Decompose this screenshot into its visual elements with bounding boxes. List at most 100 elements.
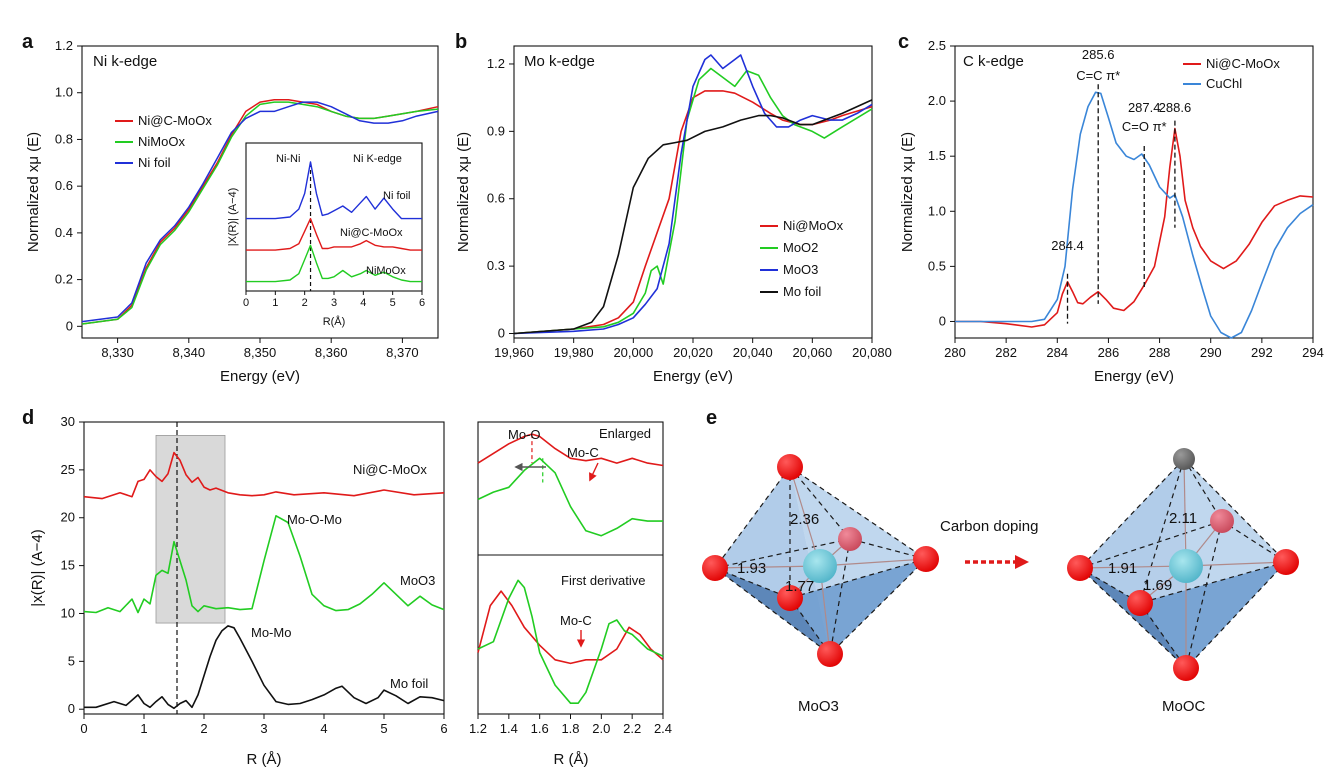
annotation-sublabel-1: C=O π* [1122, 119, 1167, 134]
y-tick-label-4: 2.0 [928, 93, 946, 108]
face-upper-left [715, 467, 790, 598]
x-tick-label-3: 1.8 [561, 721, 579, 736]
x-tick-label-6: 2.4 [654, 721, 672, 736]
series-b [513, 54, 873, 335]
y-tick-label-1: 0.2 [55, 272, 73, 287]
oxygen-atom-right-r [1273, 549, 1299, 575]
octahedron-edges-mooc [1079, 458, 1287, 669]
chart-title-b: Mo k-edge [524, 53, 595, 70]
x-axis-label-d-right: R (Å) [554, 751, 589, 768]
y-tick-label-2: 1.0 [928, 203, 946, 218]
inset-x-tick-label-1: 1 [272, 297, 278, 309]
octahedron-mooc: 2.11 1.91 1.69 [1067, 448, 1299, 681]
axes-a: 8,330 8,340 8,350 8,360 8,370 0 0.2 0.4 0.6 0.8 1.… [55, 38, 419, 360]
x-tick-label-4: 2.0 [592, 721, 610, 736]
x-tick-label-0: 280 [944, 345, 966, 360]
curve-label-mo-o-mo: Mo-O-Mo [287, 512, 342, 527]
series-line-ni-moox [513, 90, 873, 335]
y-tick-label-1: 0.3 [487, 258, 505, 273]
oxygen-atom-left [702, 555, 728, 581]
axes-b: 19,960 19,980 20,000 20,020 20,040 20,060 20,0… [487, 56, 892, 360]
x-tick-label-5: 290 [1200, 345, 1222, 360]
legend-entry-c-1: CuChl [1206, 76, 1242, 91]
series-line-ni-c-moox-derivative [477, 590, 664, 665]
distance-label-mooc-0: 2.11 [1169, 510, 1197, 527]
oxygen-atom-left-r [1067, 555, 1093, 581]
y-tick-label-0: 0 [498, 326, 505, 341]
legend-entry-a-1: NiMoOx [138, 134, 185, 149]
x-tick-label-6: 6 [440, 721, 447, 736]
x-tick-label-2: 1.6 [531, 721, 549, 736]
inset-axes: 0 1 2 3 4 5 6 [243, 163, 425, 309]
curve-label-nicmoox: Ni@C-MoOx [353, 462, 427, 477]
y-tick-label-4: 20 [61, 510, 75, 525]
x-tick-label-2: 20,000 [613, 345, 653, 360]
arrow-mo-c-top [589, 462, 599, 482]
distance-label-moo3-0: 2.36 [790, 511, 819, 528]
series-line-ni-foil [81, 101, 439, 323]
annotation-sublabel-0: C=C π* [1076, 68, 1120, 83]
legend-entry-a-0: Ni@C-MoOx [138, 113, 212, 128]
x-axis-label-d-left: R (Å) [247, 751, 282, 768]
inset-x-tick-label-0: 0 [243, 297, 249, 309]
oxygen-atom-back-r [1210, 509, 1234, 533]
label-mo-c-bottom: Mo-C [560, 613, 592, 628]
y-tick-label-0: 0 [939, 313, 946, 328]
panel-b: b Mo k-edge 19,960 19,980 20,000 20,020 20,0… [455, 31, 892, 385]
carbon-atom-top [1173, 448, 1195, 470]
panel-a: a Ni k-edge 8,330 8,340 8,350 8,360 8,370 0 0.… [22, 31, 439, 385]
y-tick-label-5: 25 [61, 462, 75, 477]
series-line-ni-c-moox [246, 217, 422, 251]
x-tick-label-0: 19,960 [494, 345, 534, 360]
x-axis-label-a: Energy (eV) [220, 368, 300, 385]
distance-label-mooc-1: 1.91 [1108, 560, 1137, 577]
plot-frame-d-right [477, 421, 664, 715]
oxygen-atom-right [913, 546, 939, 572]
y-tick-label-5: 2.5 [928, 38, 946, 53]
series-line-moo3-derivative [477, 579, 664, 705]
curve-label-moo3: MoO3 [400, 573, 435, 588]
panel-label-d: d [22, 407, 34, 429]
distance-label-moo3-1: 1.93 [737, 560, 766, 577]
series-line-nimoox [246, 244, 422, 283]
series-line-moo2 [513, 67, 873, 335]
oxygen-atom-top [777, 454, 803, 480]
oxygen-atom-front [777, 585, 803, 611]
inset-label-nifoil: Ni foil [383, 190, 411, 202]
inset-series [246, 161, 422, 283]
mo-atom [803, 549, 837, 583]
curve-label-mo-mo: Mo-Mo [251, 625, 291, 640]
x-tick-label-3: 8,360 [315, 345, 348, 360]
legend-a: Ni@C-MoOx NiMoOx Ni foil [115, 113, 212, 170]
inset-x-tick-label-4: 4 [360, 297, 366, 309]
distance-label-mooc-2: 1.69 [1143, 577, 1172, 594]
y-axis-label-a: Normalized xμ (E) [25, 132, 42, 252]
y-axis-label-c: Normalized xμ (E) [899, 132, 916, 252]
inset-title: Ni K-edge [353, 153, 402, 165]
panel-c: c C k-edge 280 282 284 286 288 290 292 294 0 0.5 1… [898, 31, 1324, 385]
curve-label-mo-foil: Mo foil [390, 676, 428, 691]
axes-d-left: 0 1 2 3 4 5 6 0 5 10 15 20 25 30 [61, 414, 448, 736]
face-lower-left [715, 568, 830, 654]
face-lower-right-r [1140, 562, 1286, 668]
y-axis-label-b: Normalized xμ (E) [455, 132, 472, 252]
panel-label-c: c [898, 31, 909, 53]
x-tick-label-0: 8,330 [101, 345, 134, 360]
caption-moo3: MoO3 [798, 698, 839, 715]
x-tick-label-1: 1 [140, 721, 147, 736]
label-mo-o: Mo-O [508, 427, 541, 442]
series-line-mo-foil [513, 99, 873, 335]
inset-x-tick-label-6: 6 [419, 297, 425, 309]
x-tick-label-1: 8,340 [173, 345, 206, 360]
x-tick-label-3: 20,020 [673, 345, 713, 360]
panel-label-e: e [706, 407, 717, 429]
chart-title-a: Ni k-edge [93, 53, 157, 70]
series-line-mo-foil [84, 625, 445, 710]
series-d-left [83, 422, 445, 714]
y-axis-label-d-left: |x(R)| (A−4) [29, 529, 46, 606]
x-tick-label-0: 0 [80, 721, 87, 736]
legend-entry-b-1: MoO2 [783, 240, 818, 255]
panel-label-a: a [22, 31, 34, 53]
series-line-moo3-enlarged [477, 457, 663, 537]
